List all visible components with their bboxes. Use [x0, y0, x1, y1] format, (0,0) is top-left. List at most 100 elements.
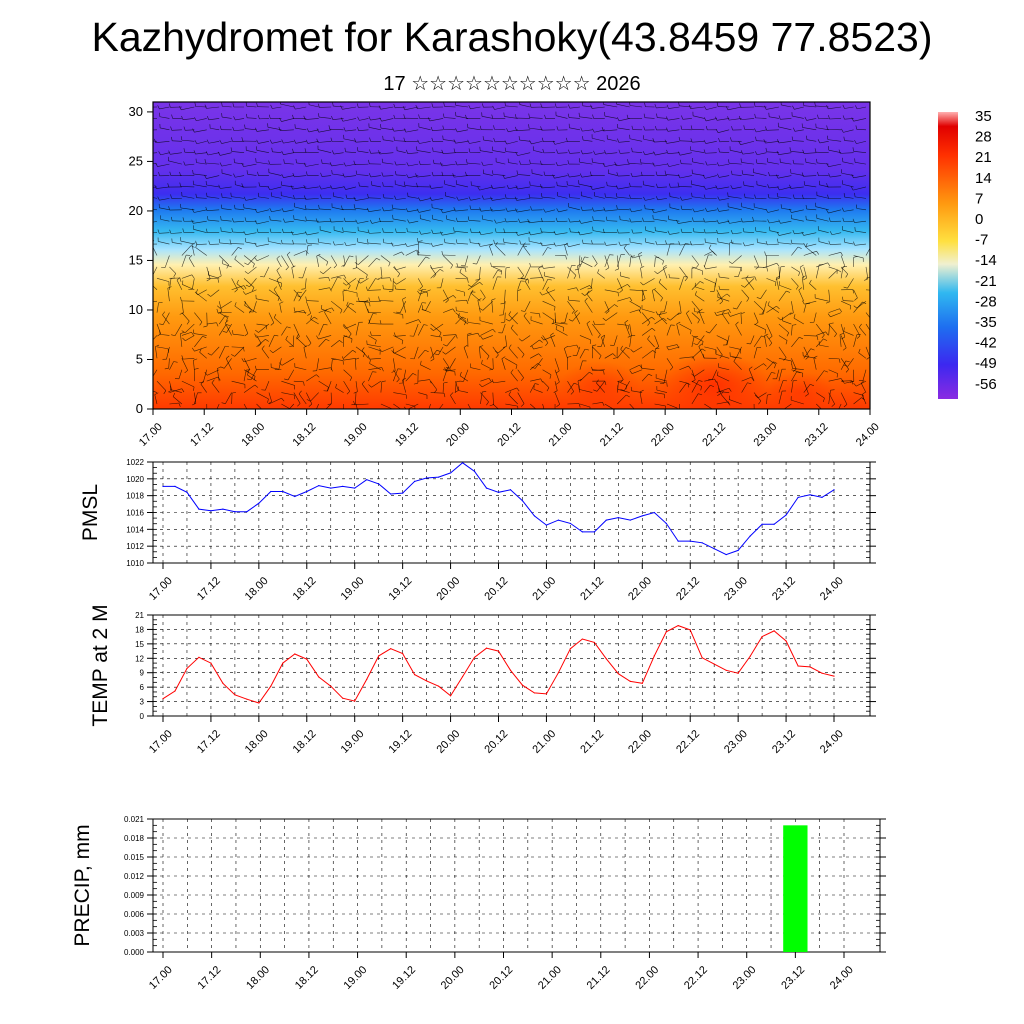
wind-barb-flag — [733, 357, 737, 362]
wind-barb-flag — [500, 270, 502, 275]
wind-barb-flag — [443, 381, 448, 384]
x-tick-label: 23.00 — [731, 964, 759, 992]
wind-barb-flag — [604, 193, 606, 198]
wind-barb — [529, 363, 538, 370]
wind-barb — [169, 361, 174, 370]
wind-barb — [170, 232, 182, 234]
wind-barb — [355, 278, 361, 290]
wind-barbs — [153, 102, 870, 417]
wind-barb-flag — [267, 398, 269, 403]
wind-barb-flag — [798, 272, 800, 277]
wind-barb — [632, 151, 643, 153]
wind-barb — [357, 220, 369, 224]
wind-barb-flag — [297, 291, 302, 293]
wind-barb — [843, 209, 854, 212]
wind-barb-flag — [270, 322, 275, 326]
data-point — [485, 647, 488, 649]
wind-barb — [327, 381, 332, 392]
wind-barb-flag — [506, 128, 509, 132]
data-point — [761, 636, 763, 638]
wind-barb-flag — [564, 346, 568, 349]
wind-barb — [742, 220, 755, 223]
wind-barb-flag — [467, 139, 470, 144]
wind-barb-flag — [179, 182, 181, 187]
wind-barb-flag — [569, 227, 571, 233]
wind-barb-flag — [589, 285, 593, 289]
x-tick-label: 20.00 — [444, 421, 472, 449]
wind-barb-flag — [831, 403, 835, 407]
wind-barb-flag — [216, 322, 219, 327]
wind-barb — [383, 139, 394, 142]
wind-barb-flag — [292, 239, 294, 244]
x-tick-label: 20.12 — [482, 575, 510, 603]
wind-barb — [342, 291, 344, 302]
colorbar-label: 28 — [975, 129, 992, 146]
wind-barb-flag — [742, 227, 745, 233]
wind-barb-flag — [538, 413, 540, 417]
wind-barb-flag — [508, 344, 512, 349]
wind-barb-flag — [849, 305, 852, 310]
wind-barb — [763, 301, 767, 315]
wind-barb-flag — [576, 344, 579, 349]
wind-barb-flag — [304, 205, 307, 210]
panel-frame — [152, 818, 881, 953]
wind-barb — [831, 232, 842, 236]
wind-barb — [779, 284, 792, 291]
wind-barb-flag — [486, 355, 490, 360]
x-tick-label: 17.00 — [137, 421, 165, 449]
wind-barb — [629, 138, 643, 142]
wind-barb-flag — [194, 140, 198, 144]
wind-barb-flag — [658, 278, 662, 283]
wind-barb — [603, 129, 618, 132]
wind-barb — [653, 209, 668, 214]
wind-barb — [592, 401, 603, 405]
wind-barb-flag — [324, 309, 328, 313]
wind-barb — [853, 397, 862, 405]
x-tick-label: 17.00 — [147, 728, 175, 756]
wind-barb-flag — [764, 329, 767, 334]
wind-barb — [718, 209, 730, 212]
y-tick-label: 5 — [136, 351, 143, 366]
wind-barb-flag — [691, 267, 696, 269]
wind-barb — [641, 308, 655, 313]
wind-barb — [557, 185, 568, 188]
wind-barb-flag — [720, 390, 724, 395]
data-point — [689, 540, 691, 542]
x-tick-label: 21.00 — [530, 575, 558, 603]
wind-barb — [243, 207, 257, 211]
wind-barb-flag — [445, 366, 450, 369]
wind-barb — [583, 243, 593, 245]
wind-barb — [530, 378, 541, 382]
wind-barb-flag — [510, 369, 514, 373]
wind-barb — [482, 335, 493, 340]
wind-barb-flag — [391, 370, 396, 373]
data-point — [629, 519, 631, 521]
wind-barb-flag — [789, 312, 794, 315]
wind-barb-flag — [587, 287, 592, 290]
wind-barb — [284, 162, 294, 165]
wind-barb — [819, 184, 829, 188]
wind-barb — [669, 196, 680, 199]
wind-barb-flag — [229, 239, 232, 244]
wind-barb — [230, 243, 245, 245]
wind-barb-flag — [378, 277, 383, 280]
wind-barb-flag — [842, 296, 844, 301]
wind-barb — [430, 392, 445, 394]
wind-barb — [174, 323, 183, 336]
x-tick-label: 19.00 — [341, 964, 369, 992]
wind-barb-flag — [656, 183, 658, 188]
wind-barb-flag — [567, 113, 570, 118]
wind-barb-flag — [582, 239, 584, 244]
wind-barb — [579, 285, 590, 291]
wind-barb-flag — [705, 125, 708, 130]
wind-barb-flag — [764, 333, 769, 336]
wind-barb — [294, 206, 307, 211]
wind-barb — [567, 382, 575, 393]
wind-barb-flag — [402, 377, 407, 381]
wind-barb — [170, 389, 182, 393]
wind-barb — [691, 335, 704, 342]
wind-barb-flag — [555, 325, 558, 330]
wind-barb-flag — [308, 403, 313, 407]
wind-barb-flag — [814, 102, 816, 106]
